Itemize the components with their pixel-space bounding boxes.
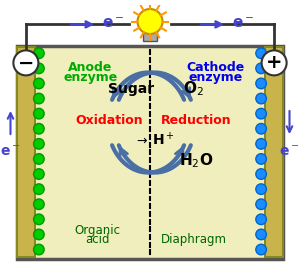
Text: e$^-$: e$^-$ — [0, 144, 21, 158]
Circle shape — [34, 63, 44, 74]
Text: Anode: Anode — [68, 61, 112, 74]
Circle shape — [34, 229, 44, 240]
Text: e$^-$: e$^-$ — [102, 16, 124, 31]
Circle shape — [256, 138, 266, 149]
Circle shape — [256, 154, 266, 164]
Text: e$^-$: e$^-$ — [232, 16, 254, 31]
Bar — [17, 48, 34, 257]
Circle shape — [256, 169, 266, 179]
Circle shape — [262, 50, 286, 75]
Circle shape — [256, 48, 266, 58]
Text: Oxidation: Oxidation — [76, 114, 143, 127]
Text: Diaphragm: Diaphragm — [161, 233, 227, 246]
Circle shape — [34, 169, 44, 179]
Circle shape — [256, 63, 266, 74]
Circle shape — [34, 214, 44, 225]
Bar — [143, 31, 157, 41]
Text: Organic: Organic — [74, 224, 120, 237]
Circle shape — [14, 50, 38, 75]
Circle shape — [256, 244, 266, 255]
Text: +: + — [266, 53, 282, 72]
Text: acid: acid — [85, 233, 109, 246]
Circle shape — [34, 93, 44, 104]
Circle shape — [34, 138, 44, 149]
Bar — [17, 46, 283, 259]
Circle shape — [256, 78, 266, 89]
Circle shape — [256, 93, 266, 104]
Circle shape — [256, 184, 266, 194]
Circle shape — [256, 108, 266, 119]
Text: enzyme: enzyme — [188, 71, 242, 84]
Circle shape — [34, 184, 44, 194]
Text: H$_2$O: H$_2$O — [179, 152, 213, 170]
Text: e$^-$: e$^-$ — [279, 144, 300, 158]
Text: −: − — [18, 53, 34, 72]
Circle shape — [137, 9, 163, 34]
Circle shape — [34, 108, 44, 119]
Text: Sugar: Sugar — [108, 82, 154, 96]
Bar — [6, 5, 294, 46]
Circle shape — [256, 199, 266, 209]
Text: O$_2$: O$_2$ — [183, 79, 204, 98]
Circle shape — [34, 154, 44, 164]
Circle shape — [34, 199, 44, 209]
Circle shape — [34, 244, 44, 255]
Circle shape — [256, 214, 266, 225]
Circle shape — [34, 78, 44, 89]
Circle shape — [34, 48, 44, 58]
Circle shape — [34, 123, 44, 134]
Text: enzyme: enzyme — [63, 71, 118, 84]
Bar — [266, 48, 283, 257]
Circle shape — [256, 229, 266, 240]
Circle shape — [256, 123, 266, 134]
Text: H$^+$: H$^+$ — [152, 131, 175, 149]
Text: Reduction: Reduction — [161, 114, 232, 127]
Text: Cathode: Cathode — [186, 61, 244, 74]
Text: $\rightarrow$: $\rightarrow$ — [134, 133, 148, 146]
